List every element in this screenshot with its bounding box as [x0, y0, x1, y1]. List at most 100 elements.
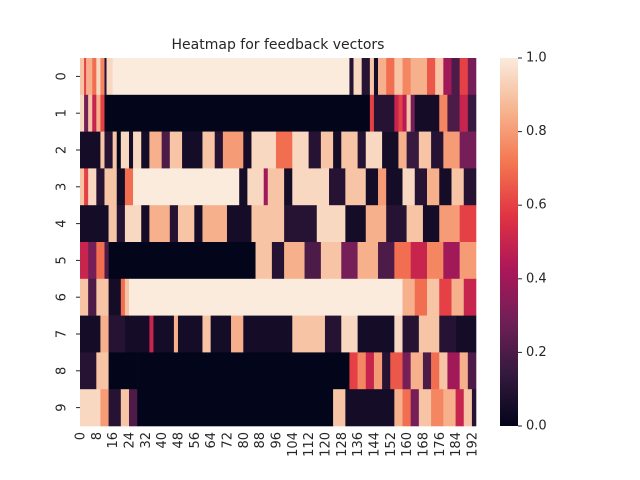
heatmap-cell [471, 389, 477, 427]
heatmap-cell [439, 315, 456, 353]
heatmap-cell [447, 352, 460, 390]
heatmap-cell [410, 242, 428, 280]
heatmap-cell [153, 315, 175, 353]
x-tick-label: 144 [367, 432, 382, 457]
heatmap-cell [128, 389, 138, 427]
x-tick-label: 152 [384, 432, 399, 457]
heatmap-cell [112, 58, 350, 96]
heatmap-cell [251, 205, 285, 243]
heatmap-cell [357, 242, 379, 280]
heatmap-cell [418, 389, 432, 427]
heatmap-cell [341, 242, 358, 280]
heatmap-cell [345, 389, 395, 427]
heatmap-cell [333, 131, 342, 169]
heatmap-cell [414, 168, 428, 206]
heatmap-cell [80, 168, 85, 206]
heatmap-cell [284, 205, 318, 243]
heatmap-cell [320, 131, 334, 169]
x-tick-label: 176 [433, 432, 448, 457]
colorbar-tick-label: 0.6 [526, 198, 547, 213]
heatmap-cell [108, 352, 138, 390]
y-tick-label: 5 [55, 256, 70, 264]
heatmap-cell [108, 205, 118, 243]
heatmap-cell [357, 352, 367, 390]
y-tick-label: 6 [55, 293, 70, 301]
heatmap-cell [369, 94, 375, 132]
heatmap-cell [443, 389, 456, 427]
heatmap-cell [141, 131, 150, 169]
heatmap-cell [128, 278, 403, 316]
heatmap-cell [459, 242, 477, 280]
heatmap-cell [427, 242, 444, 280]
heatmap-cell [133, 168, 240, 206]
heatmap-cell [406, 205, 424, 243]
heatmap-cell [284, 168, 293, 206]
heatmap-cell [202, 315, 211, 353]
heatmap-cell [373, 352, 383, 390]
heatmap-cell [231, 315, 244, 353]
heatmap-cell [439, 168, 452, 206]
heatmap-cell [182, 131, 203, 169]
x-tick-label: 96 [269, 432, 284, 449]
heatmap-cell [177, 205, 195, 243]
heatmap-cell [394, 58, 403, 96]
y-tick-label: 3 [55, 183, 70, 191]
heatmap-cell [308, 131, 322, 169]
y-tick-label: 8 [55, 367, 70, 375]
heatmap-cell [124, 278, 130, 316]
heatmap-cell [394, 242, 411, 280]
x-tick-label: 16 [106, 432, 121, 449]
heatmap-cell [418, 315, 440, 353]
heatmap-cell [378, 58, 387, 96]
heatmap-cell [349, 352, 358, 390]
x-tick-label: 32 [139, 432, 154, 449]
heatmap-cell [137, 389, 334, 427]
colorbar-tick-label: 0.0 [526, 419, 547, 434]
heatmap-cell [133, 131, 142, 169]
heatmap-cell [369, 58, 375, 96]
heatmap-cell [443, 131, 460, 169]
x-tick-label: 48 [172, 432, 187, 449]
heatmap-cell [222, 131, 244, 169]
heatmap-cell [84, 94, 89, 132]
x-tick-label: 104 [286, 432, 301, 457]
x-tick-label: 80 [237, 432, 252, 449]
heatmap-cell [92, 94, 97, 132]
heatmap-cell [382, 352, 391, 390]
heatmap-cell [96, 58, 101, 96]
heatmap-cell [149, 131, 162, 169]
heatmap-cell [120, 278, 126, 316]
x-tick-label: 64 [204, 432, 219, 449]
heatmap-cell [422, 205, 440, 243]
heatmap-cell [80, 242, 89, 280]
heatmap-cell [467, 352, 477, 390]
heatmap-cell [104, 58, 107, 96]
heatmap-cell [96, 352, 109, 390]
heatmap-cell [402, 315, 420, 353]
heatmap-cell [414, 94, 440, 132]
heatmap-cell [365, 131, 383, 169]
heatmap-cell [459, 205, 477, 243]
heatmap-cell [124, 205, 142, 243]
heatmap-cell [226, 205, 252, 243]
heatmap-cell [169, 205, 179, 243]
heatmap-cell [451, 168, 465, 206]
heatmap-cell [463, 389, 473, 427]
heatmap-cell [329, 168, 346, 206]
heatmap-cell [100, 131, 105, 169]
heatmap-cell [173, 315, 179, 353]
heatmap-cell [149, 205, 171, 243]
heatmap-cell [439, 205, 460, 243]
heatmap-cell [88, 278, 97, 316]
heatmap-cell [402, 389, 411, 427]
heatmap-cell [96, 242, 105, 280]
heatmap-cell [80, 315, 101, 353]
heatmap-cell [341, 131, 358, 169]
heatmap-cell [386, 58, 395, 96]
heatmap-cell [435, 58, 444, 96]
heatmap-cell [349, 58, 354, 96]
heatmap-cell [398, 94, 403, 132]
heatmap-cell [418, 131, 432, 169]
x-tick-label: 136 [351, 432, 366, 457]
x-tick-label: 0 [74, 432, 89, 440]
